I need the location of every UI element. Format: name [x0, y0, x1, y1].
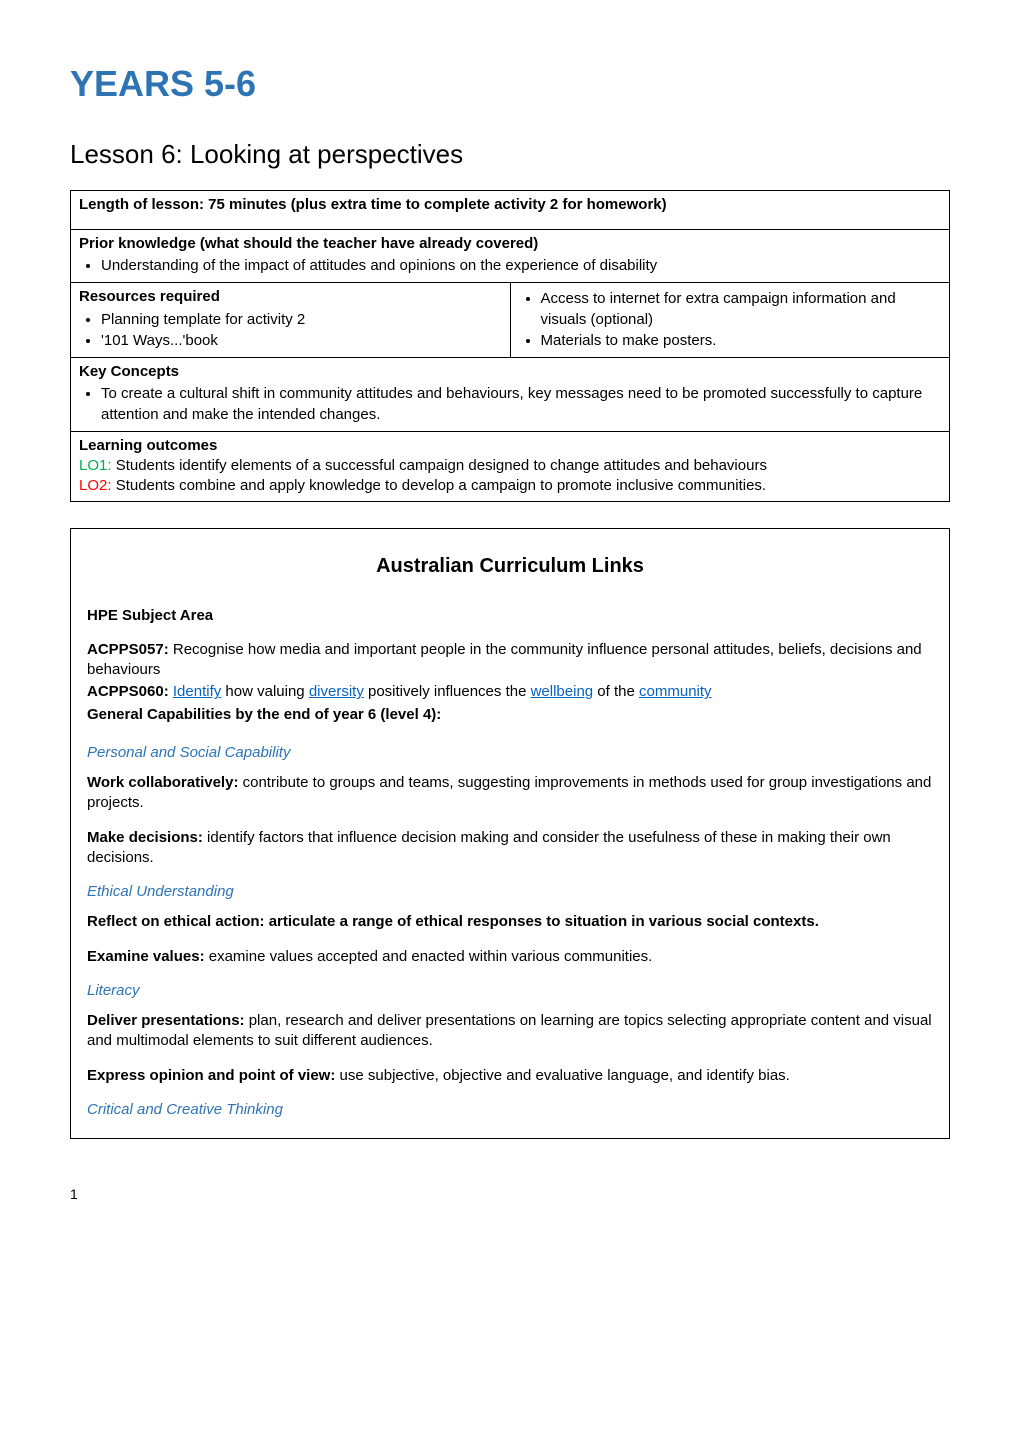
capability-lead: Reflect on ethical action: — [87, 913, 269, 930]
curriculum-links-box: Australian Curriculum Links HPE Subject … — [70, 528, 950, 1140]
capability-heading-critical-creative: Critical and Creative Thinking — [87, 1100, 933, 1120]
capability-lead: Express opinion and point of view: — [87, 1067, 340, 1084]
capability-text: use subjective, objective and evaluative… — [340, 1067, 790, 1084]
capability-heading-literacy: Literacy — [87, 981, 933, 1001]
acpps057-text: Recognise how media and important people… — [87, 641, 922, 678]
capability-lead: Make decisions: — [87, 829, 207, 846]
acpps057-code: ACPPS057: — [87, 641, 173, 658]
capability-item: Make decisions: identify factors that in… — [87, 828, 933, 869]
capability-lead: Deliver presentations: — [87, 1012, 249, 1029]
spacer — [79, 215, 941, 225]
diversity-link[interactable]: diversity — [309, 683, 364, 700]
lesson-plan-table: Length of lesson: 75 minutes (plus extra… — [70, 190, 950, 502]
text-segment: positively influences the — [364, 683, 531, 700]
capability-heading-personal-social: Personal and Social Capability — [87, 743, 933, 763]
capability-item: Work collaboratively: contribute to grou… — [87, 773, 933, 814]
capability-lead: Examine values: — [87, 948, 209, 965]
text-segment: of the — [593, 683, 639, 700]
capability-text: identify factors that influence decision… — [87, 829, 891, 866]
identify-link[interactable]: Identify — [173, 683, 221, 700]
acpps060: ACPPS060: Identify how valuing diversity… — [87, 682, 933, 702]
capability-item: Express opinion and point of view: use s… — [87, 1066, 933, 1086]
capability-lead: Work collaboratively: — [87, 774, 243, 791]
list-item: Access to internet for extra campaign in… — [541, 289, 942, 330]
acpps057: ACPPS057: Recognise how media and import… — [87, 640, 933, 681]
text-segment: how valuing — [221, 683, 309, 700]
lo2-text: Students combine and apply knowledge to … — [112, 477, 767, 494]
acpps060-code: ACPPS060: — [87, 683, 173, 700]
learning-outcome-1: LO1: Students identify elements of a suc… — [79, 456, 941, 476]
learning-outcome-2: LO2: Students combine and apply knowledg… — [79, 476, 941, 496]
prior-knowledge-list: Understanding of the impact of attitudes… — [79, 256, 941, 276]
key-concepts-header: Key Concepts — [79, 362, 941, 382]
wellbeing-link[interactable]: wellbeing — [531, 683, 594, 700]
list-item: Understanding of the impact of attitudes… — [101, 256, 941, 276]
page-number: 1 — [70, 1185, 950, 1204]
lesson-title: Lesson 6: Looking at perspectives — [70, 137, 950, 172]
lo2-label: LO2: — [79, 477, 112, 494]
prior-knowledge-header: Prior knowledge (what should the teacher… — [79, 234, 941, 254]
resources-header: Resources required — [79, 287, 502, 307]
capability-item: Deliver presentations: plan, research an… — [87, 1011, 933, 1052]
capability-text: examine values accepted and enacted with… — [209, 948, 653, 965]
list-item: Materials to make posters. — [541, 331, 942, 351]
length-of-lesson: Length of lesson: 75 minutes (plus extra… — [79, 195, 941, 215]
resources-right-list: Access to internet for extra campaign in… — [519, 289, 942, 351]
lo1-label: LO1: — [79, 457, 112, 474]
list-item: '101 Ways...'book — [101, 331, 502, 351]
learning-outcomes-header: Learning outcomes — [79, 436, 941, 456]
capability-text: articulate a range of ethical responses … — [269, 913, 819, 930]
general-capabilities-header: General Capabilities by the end of year … — [87, 705, 933, 725]
list-item: To create a cultural shift in community … — [101, 384, 941, 425]
capability-heading-ethical: Ethical Understanding — [87, 882, 933, 902]
capability-item: Reflect on ethical action: articulate a … — [87, 912, 933, 932]
key-concepts-list: To create a cultural shift in community … — [79, 384, 941, 425]
community-link[interactable]: community — [639, 683, 712, 700]
lo1-text: Students identify elements of a successf… — [112, 457, 767, 474]
acl-heading: Australian Curriculum Links — [87, 553, 933, 580]
hpe-subject-header: HPE Subject Area — [87, 606, 933, 626]
list-item: Planning template for activity 2 — [101, 310, 502, 330]
page-title: YEARS 5-6 — [70, 60, 950, 109]
resources-left-list: Planning template for activity 2 '101 Wa… — [79, 310, 502, 352]
capability-item: Examine values: examine values accepted … — [87, 947, 933, 967]
